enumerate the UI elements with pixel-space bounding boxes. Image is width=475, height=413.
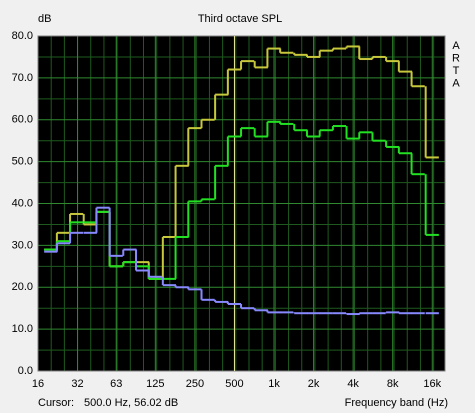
y-tick-label: 10.0 — [12, 323, 33, 335]
x-tick-label: 500 — [225, 378, 243, 390]
x-tick-label: 2k — [308, 378, 320, 390]
x-tick-label: 4k — [347, 378, 359, 390]
x-tick-label: 250 — [186, 378, 204, 390]
y-tick-label: 30.0 — [12, 239, 33, 251]
x-tick-label: 63 — [110, 378, 122, 390]
brand-letter: A — [452, 40, 460, 52]
brand-letter: R — [452, 52, 460, 64]
x-tick-label: 8k — [387, 378, 399, 390]
chart-title: Third octave SPL — [198, 13, 282, 25]
y-tick-label: 0.0 — [18, 365, 33, 377]
y-tick-label: 20.0 — [12, 281, 33, 293]
plot-border — [37, 35, 446, 372]
y-tick-label: 40.0 — [12, 197, 33, 209]
y-tick-label: 60.0 — [12, 114, 33, 126]
y-tick-label: 80.0 — [12, 30, 33, 42]
x-tick-label: 125 — [146, 378, 164, 390]
brand-letter: T — [453, 65, 460, 77]
x-tick-label: 16 — [32, 378, 44, 390]
brand-letter: A — [452, 77, 460, 89]
x-tick-label: 32 — [71, 378, 83, 390]
x-label: Frequency band (Hz) — [345, 397, 448, 409]
y-tick-label: 70.0 — [12, 72, 33, 84]
x-tick-label: 1k — [268, 378, 280, 390]
y-unit: dB — [38, 13, 51, 25]
x-tick-label: 16k — [423, 378, 441, 390]
cursor-readout: 500.0 Hz, 56.02 dB — [84, 397, 178, 409]
y-tick-label: 50.0 — [12, 156, 33, 168]
cursor-label: Cursor: — [38, 397, 74, 409]
